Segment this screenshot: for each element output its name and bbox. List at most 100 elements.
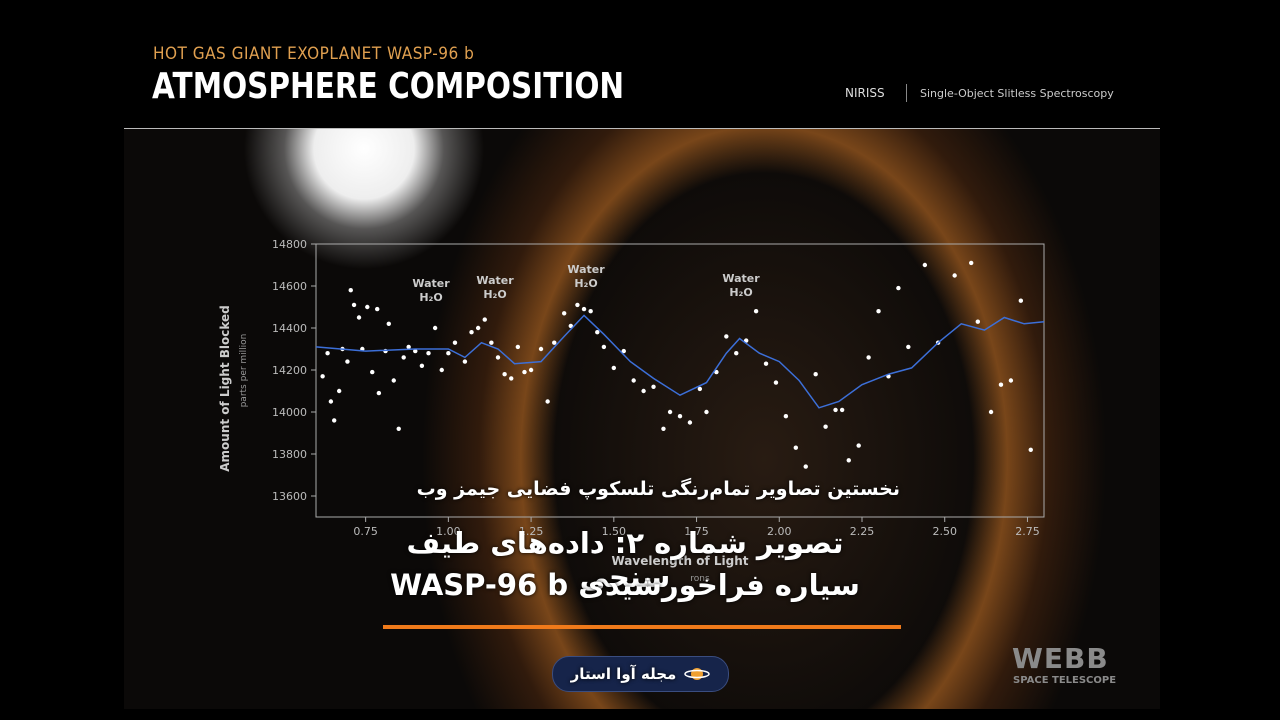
data-point	[446, 351, 451, 356]
data-point	[621, 348, 626, 354]
instrument: NIRISS	[845, 86, 885, 100]
data-point	[753, 309, 759, 314]
badge[interactable]: مجله آوا استار	[552, 656, 729, 692]
model-line	[315, 314, 1045, 409]
data-point	[522, 369, 527, 375]
caption: نخستین تصاویر تمام‌رنگی تلسکوپ فضایی جیم…	[416, 478, 900, 500]
y-tick-label: 14400	[272, 322, 307, 335]
data-point	[714, 369, 719, 375]
data-point	[803, 464, 808, 469]
data-point	[552, 340, 557, 345]
annotation-formula: H₂O	[483, 288, 506, 301]
data-point	[661, 426, 666, 431]
data-point	[724, 334, 729, 339]
data-point	[348, 288, 353, 293]
data-point	[969, 260, 974, 266]
data-point	[469, 330, 474, 335]
data-point	[734, 351, 739, 356]
annotation-formula: H₂O	[419, 291, 442, 304]
data-point	[581, 306, 587, 312]
data-point	[320, 374, 325, 379]
y-axis-label: Amount of Light Blocked	[218, 305, 232, 472]
data-point	[906, 344, 911, 350]
data-point	[975, 319, 981, 324]
annotation-label: Water	[476, 274, 514, 287]
x-tick-label: 2.50	[932, 525, 957, 538]
data-point	[988, 409, 994, 415]
data-point	[1028, 447, 1033, 452]
data-point	[439, 367, 444, 373]
data-point	[406, 344, 411, 350]
header-rule	[124, 128, 1160, 129]
data-point	[631, 378, 636, 383]
header-title: ATMOSPHERE COMPOSITION	[152, 66, 625, 107]
heading-2: سیاره فراخورشیدی WASP-96 b	[390, 568, 860, 602]
x-axis-label: Wavelength of Light	[612, 554, 749, 568]
data-point	[1008, 378, 1014, 383]
data-point	[601, 344, 607, 350]
y-tick-label: 13800	[272, 448, 307, 461]
x-tick-label: 1.25	[519, 525, 544, 538]
data-point	[482, 317, 487, 322]
x-tick-label: 2.00	[767, 525, 792, 538]
y-tick-label: 13600	[272, 490, 307, 503]
x-tick-label: 0.75	[353, 525, 378, 538]
data-point	[336, 388, 342, 394]
data-point	[783, 414, 789, 419]
background-image	[124, 129, 1160, 709]
data-point	[401, 355, 406, 360]
data-point	[515, 344, 521, 350]
data-point	[489, 340, 494, 345]
data-point	[452, 340, 458, 345]
data-point	[876, 309, 881, 314]
data-point	[356, 315, 362, 320]
data-point	[365, 304, 370, 310]
data-point	[509, 376, 514, 381]
x-tick-label: 1.50	[602, 525, 627, 538]
data-point	[495, 355, 501, 360]
data-point	[375, 306, 380, 312]
data-point	[611, 365, 617, 371]
data-point	[856, 443, 861, 448]
x-axis-unit: rons	[690, 574, 710, 584]
mode: Single-Object Slitless Spectroscopy	[920, 87, 1114, 100]
x-tick-label: 1.00	[436, 525, 461, 538]
y-tick-label: 14600	[272, 280, 307, 293]
y-axis-unit: parts per million	[239, 334, 249, 408]
y-tick-label: 14800	[272, 238, 307, 251]
data-point	[345, 359, 350, 364]
data-point	[332, 418, 337, 423]
data-point	[595, 330, 600, 335]
data-point	[545, 399, 550, 404]
x-tick-label: 2.75	[1015, 525, 1040, 538]
header-subtitle: HOT GAS GIANT EXOPLANET WASP-96 b	[153, 44, 475, 64]
annotation-label: Water	[722, 272, 760, 285]
annotation-formula: H₂O	[729, 286, 752, 299]
data-point	[697, 386, 703, 392]
data-point	[370, 369, 375, 375]
data-point	[396, 426, 401, 431]
annotation-label: Water	[412, 277, 450, 290]
data-point	[1018, 298, 1024, 303]
plot-frame	[315, 243, 1045, 518]
logo: WEBB	[1012, 642, 1109, 675]
annotation-label: Water	[567, 263, 605, 276]
data-point	[839, 407, 845, 413]
data-point	[677, 414, 683, 419]
data-point	[426, 351, 431, 356]
data-point	[704, 409, 709, 415]
data-point	[502, 372, 507, 377]
logo-sub: SPACE TELESCOPE	[1013, 675, 1117, 686]
data-point	[462, 359, 468, 364]
data-point	[833, 407, 838, 413]
orange-rule	[383, 625, 901, 629]
data-point	[413, 348, 418, 354]
data-point	[687, 420, 693, 425]
data-point	[391, 378, 396, 383]
data-point	[763, 361, 769, 366]
data-point	[351, 302, 357, 308]
x-tick-label: 2.25	[850, 525, 875, 538]
data-point	[328, 399, 334, 404]
data-point	[952, 273, 957, 278]
data-point	[793, 445, 799, 450]
